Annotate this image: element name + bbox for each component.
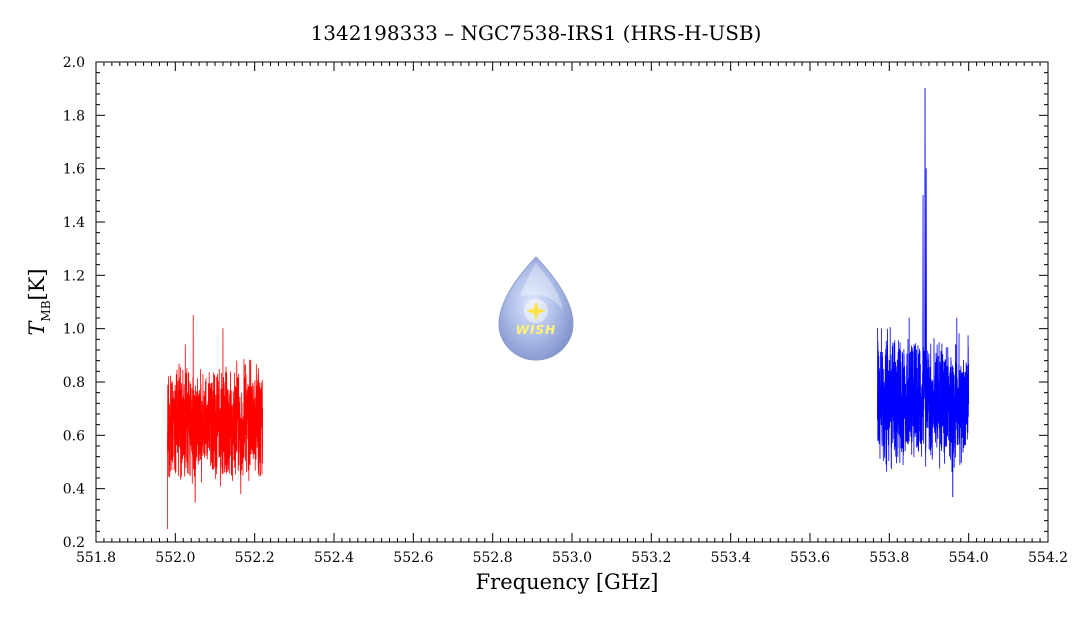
spectrum-series-2 xyxy=(877,88,970,498)
y-tick-label: 0.6 xyxy=(63,428,85,444)
series-2-point xyxy=(922,194,924,196)
y-tick-label: 0.8 xyxy=(63,375,85,391)
series-1-point xyxy=(222,328,224,330)
series-1-point xyxy=(262,408,263,410)
series-1-point xyxy=(250,360,252,362)
plot-frame xyxy=(95,61,1049,543)
logo-text: WISH xyxy=(516,323,556,337)
x-axis-label: Frequency [GHz] xyxy=(476,570,659,594)
axes-layer: 551.8 552.0 552.2 552.4 552.6 552.8 553.0 553.2… xyxy=(63,55,1068,566)
x-tick-label: 553.4 xyxy=(711,550,751,566)
series-1-point xyxy=(167,528,168,530)
y-tick-label: 0.4 xyxy=(63,482,85,498)
series-2-point xyxy=(968,402,970,404)
y-axis-label-main: T xyxy=(25,320,49,336)
y-tick-label: 1.4 xyxy=(63,215,85,231)
x-tick-label: 552.4 xyxy=(314,550,354,566)
y-tick-label: 1.2 xyxy=(63,268,85,284)
x-tick-label: 553.8 xyxy=(869,550,909,566)
y-tick-label: 1.0 xyxy=(63,322,85,338)
x-tick-label: 554.0 xyxy=(949,550,989,566)
series-2-point xyxy=(956,317,958,319)
y-axis-label-unit: [K] xyxy=(25,268,49,300)
series-2-point xyxy=(924,88,926,90)
series-2-point xyxy=(928,408,930,410)
series-2-point xyxy=(925,168,927,170)
x-tick-label: 553.6 xyxy=(790,550,830,566)
series-2-point xyxy=(877,418,878,420)
series-1-point xyxy=(240,493,242,495)
x-tick-label: 554.2 xyxy=(1028,550,1068,566)
x-tick-label: 552.6 xyxy=(393,550,433,566)
y-axis-label: TMB[K] xyxy=(25,268,53,335)
chart-title: 1342198333 – NGC7538-IRS1 (HRS-H-USB) xyxy=(311,21,762,45)
drop-highlight xyxy=(520,263,563,310)
x-tick-label: 553.2 xyxy=(631,550,671,566)
x-tick-label: 552.2 xyxy=(235,550,275,566)
y-tick-label: 2.0 xyxy=(63,55,85,71)
series-1-point xyxy=(192,314,194,316)
x-tick-label: 552.8 xyxy=(473,550,513,566)
star-icon xyxy=(526,301,546,321)
series-layer xyxy=(166,88,970,530)
y-tick-label: 0.2 xyxy=(63,535,85,551)
series-1-point xyxy=(184,344,186,346)
x-tick-label: 553.0 xyxy=(552,550,592,566)
wish-logo: WISH xyxy=(498,256,574,361)
y-tick-label: 1.6 xyxy=(63,162,85,178)
y-axis-label-sub: MB xyxy=(39,300,53,321)
series-2-point xyxy=(952,496,954,498)
y-tick-label: 1.8 xyxy=(63,108,85,124)
x-tick-label: 552.0 xyxy=(155,550,195,566)
series-2-point xyxy=(908,317,910,319)
series-1-point xyxy=(168,376,169,378)
spectrum-series-1 xyxy=(166,315,264,529)
series-1-point xyxy=(194,501,196,503)
series-2-point xyxy=(881,328,882,330)
x-tick-label: 551.8 xyxy=(76,550,116,566)
